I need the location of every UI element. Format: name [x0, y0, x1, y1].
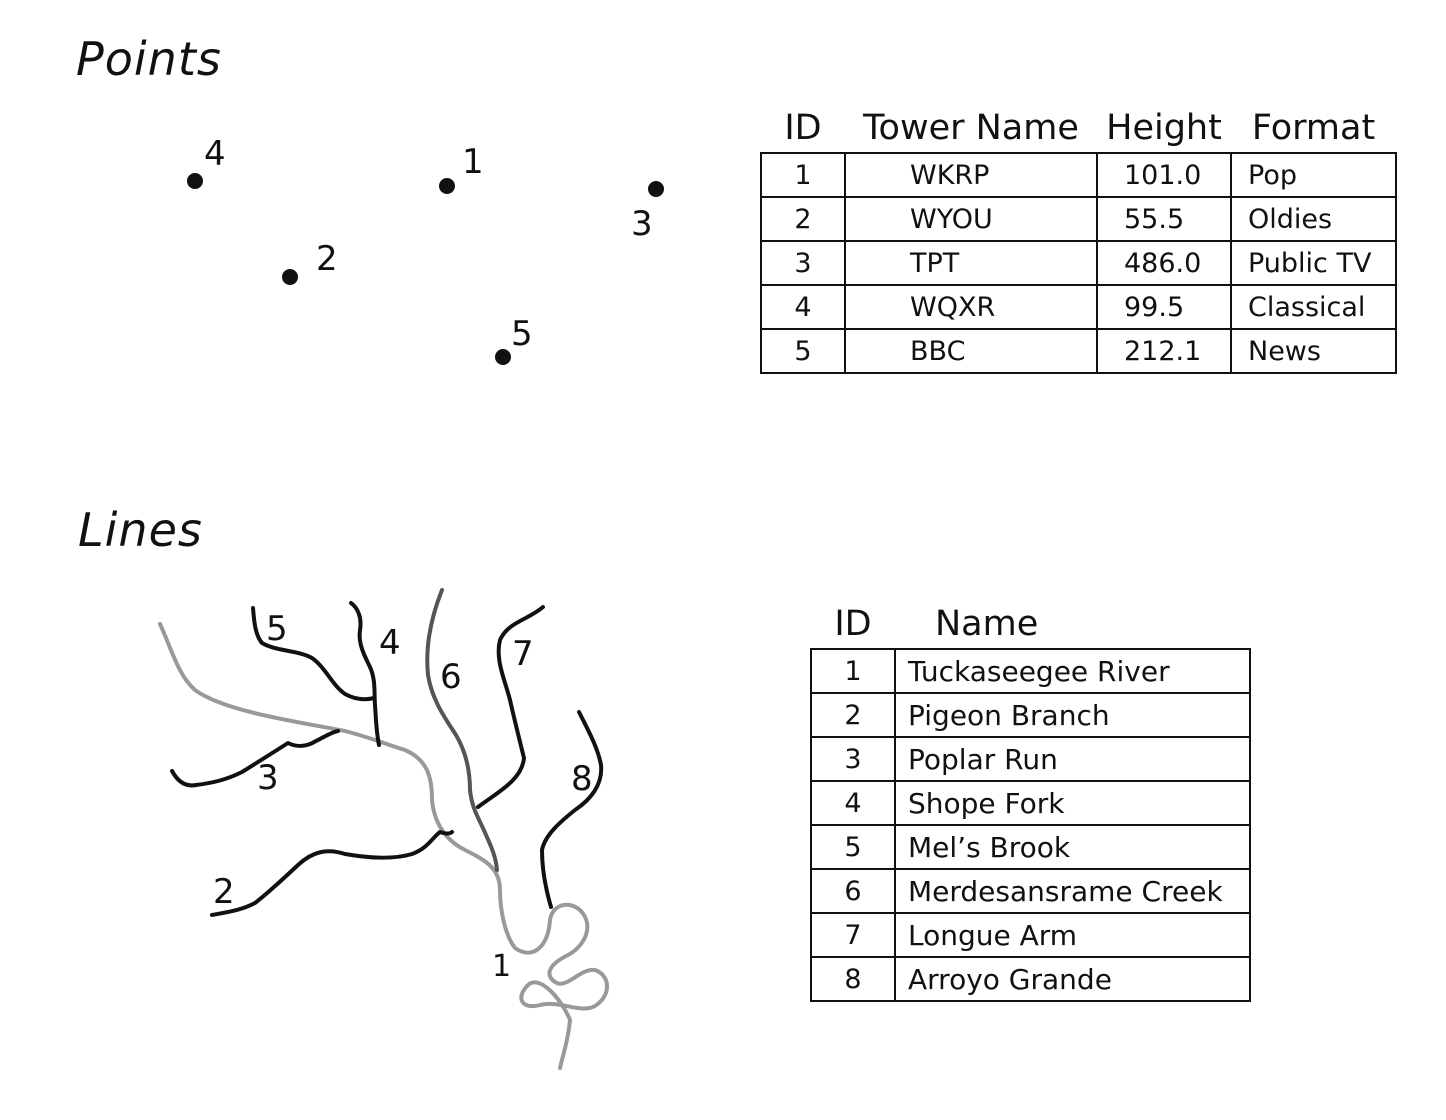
table-row: 1 WKRP 101.0 Pop [760, 152, 1397, 198]
cell-id: 2 [810, 692, 896, 738]
column-header-id: ID [834, 604, 872, 644]
cell-river-name: Tuckaseegee River [894, 648, 1251, 694]
table-row: 2 WYOU 55.5 Oldies [760, 196, 1397, 242]
cell-river-name: Longue Arm [894, 912, 1251, 958]
points-section-title: Points [76, 32, 222, 86]
river-line-label-6: 6 [440, 657, 462, 697]
table-row: 7 Longue Arm [810, 912, 1251, 958]
river-line-3 [170, 729, 340, 788]
points-layer: 1 2 3 4 5 [187, 134, 664, 365]
table-row: 3 TPT 486.0 Public TV [760, 240, 1397, 286]
tower-attribute-table: ID Tower Name Height Format 1 WKRP 101.0… [760, 108, 1397, 374]
table-row: 1 Tuckaseegee River [810, 648, 1251, 694]
table-row: 4 Shope Fork [810, 780, 1251, 826]
cell-river-name: Arroyo Grande [894, 956, 1251, 1002]
table-row: 4 WQXR 99.5 Classical [760, 284, 1397, 330]
tower-point-label-1: 1 [462, 142, 484, 182]
river-line-label-4: 4 [379, 623, 401, 663]
tower-point-4 [187, 173, 203, 189]
tower-point-label-2: 2 [316, 239, 338, 279]
cell-river-name: Mel’s Brook [894, 824, 1251, 870]
cell-id: 5 [760, 328, 846, 374]
river-line-5 [251, 606, 376, 702]
cell-id: 7 [810, 912, 896, 958]
river-line-2 [210, 830, 454, 917]
cell-tower-name: TPT [844, 240, 1098, 286]
table-row: 8 Arroyo Grande [810, 956, 1251, 1002]
cell-format: Pop [1230, 152, 1397, 198]
tower-point-label-4: 4 [204, 134, 226, 174]
cell-river-name: Merdesansrame Creek [894, 868, 1251, 914]
river-line-label-7: 7 [512, 634, 534, 674]
cell-id: 8 [810, 956, 896, 1002]
river-line-1 [158, 622, 609, 1070]
cell-id: 1 [760, 152, 846, 198]
table-row: 5 Mel’s Brook [810, 824, 1251, 870]
cell-height: 101.0 [1096, 152, 1232, 198]
cell-format: Classical [1230, 284, 1397, 330]
river-line-label-3: 3 [257, 758, 279, 798]
tower-point-1 [439, 178, 455, 194]
table-row: 2 Pigeon Branch [810, 692, 1251, 738]
river-attribute-table: ID Name 1 Tuckaseegee River 2 Pigeon Bra… [810, 604, 1251, 1002]
cell-river-name: Poplar Run [894, 736, 1251, 782]
cell-tower-name: WKRP [844, 152, 1098, 198]
cell-id: 1 [810, 648, 896, 694]
column-header-tower-name: Tower Name [863, 108, 1079, 148]
tower-point-2 [282, 269, 298, 285]
table-header-row: ID Tower Name Height Format [761, 108, 1396, 153]
river-line-label-8: 8 [571, 759, 593, 799]
cell-river-name: Shope Fork [894, 780, 1251, 826]
lines-layer: 1 2 3 4 5 6 7 8 [158, 588, 609, 1070]
column-header-id: ID [784, 108, 822, 148]
cell-tower-name: WQXR [844, 284, 1098, 330]
river-line-7 [476, 605, 545, 809]
river-line-label-5: 5 [266, 609, 288, 649]
lines-section-title: Lines [78, 503, 203, 557]
tower-point-label-3: 3 [631, 204, 653, 244]
table-header-row: ID Name [811, 604, 1250, 649]
cell-height: 99.5 [1096, 284, 1232, 330]
cell-id: 2 [760, 196, 846, 242]
column-header-format: Format [1251, 108, 1376, 148]
cell-height: 486.0 [1096, 240, 1232, 286]
river-line-4 [349, 601, 381, 747]
table-row: 3 Poplar Run [810, 736, 1251, 782]
cell-id: 4 [810, 780, 896, 826]
cell-format: News [1230, 328, 1397, 374]
cell-id: 4 [760, 284, 846, 330]
cell-id: 6 [810, 868, 896, 914]
cell-id: 5 [810, 824, 896, 870]
cell-river-name: Pigeon Branch [894, 692, 1251, 738]
cell-tower-name: BBC [844, 328, 1098, 374]
tower-point-5 [495, 349, 511, 365]
river-line-8 [540, 710, 604, 909]
tower-point-label-5: 5 [511, 314, 533, 354]
cell-height: 212.1 [1096, 328, 1232, 374]
tower-point-3 [648, 181, 664, 197]
river-line-label-1: 1 [492, 949, 511, 984]
river-line-label-2: 2 [213, 872, 235, 912]
cell-id: 3 [810, 736, 896, 782]
cell-tower-name: WYOU [844, 196, 1098, 242]
cell-format: Public TV [1230, 240, 1397, 286]
cell-id: 3 [760, 240, 846, 286]
cell-height: 55.5 [1096, 196, 1232, 242]
river-line-6 [425, 588, 499, 872]
table-row: 6 Merdesansrame Creek [810, 868, 1251, 914]
column-header-height: Height [1106, 108, 1222, 148]
cell-format: Oldies [1230, 196, 1397, 242]
table-row: 5 BBC 212.1 News [760, 328, 1397, 374]
column-header-name: Name [935, 604, 1039, 644]
